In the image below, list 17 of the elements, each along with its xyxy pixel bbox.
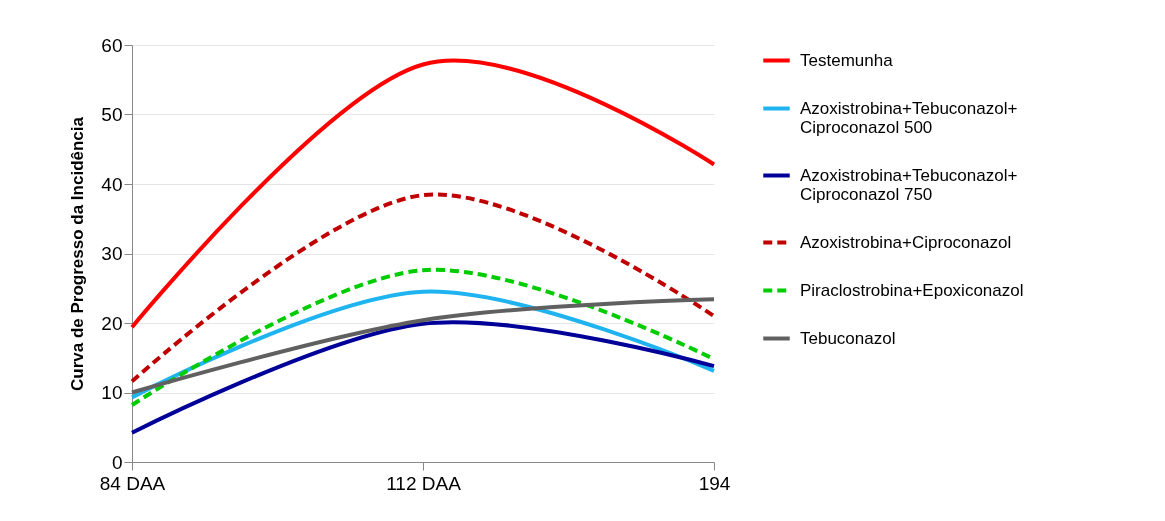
y-tick-label: 30 — [101, 243, 123, 264]
y-tick-label: 10 — [101, 382, 123, 403]
y-tick-label: 40 — [101, 173, 123, 195]
legend-label: Azoxistrobina+Tebuconazol+ Ciproconazol 500 — [800, 98, 1018, 137]
legend-label: Testemunha — [800, 50, 894, 70]
x-tick-label: 112 DAA — [386, 472, 462, 494]
y-tick-label: 20 — [101, 312, 123, 334]
x-tick-label: 194 — [698, 472, 731, 494]
legend-label: Tebuconazol — [800, 328, 896, 348]
legend-label: Piraclostrobina+Epoxiconazol — [800, 280, 1024, 300]
x-tick-label: 84 DAA — [99, 472, 166, 494]
legend-label: Azoxistrobina+Ciproconazol — [800, 232, 1012, 252]
y-tick-label: 0 — [111, 451, 123, 473]
legend-label: Azoxistrobina+Tebuconazol+ Ciproconazol 750 — [800, 165, 1018, 204]
y-axis-title: Curva de Progresso da Incidência — [68, 116, 88, 391]
y-tick-label: 50 — [101, 104, 123, 125]
y-tick-label: 60 — [101, 34, 123, 56]
